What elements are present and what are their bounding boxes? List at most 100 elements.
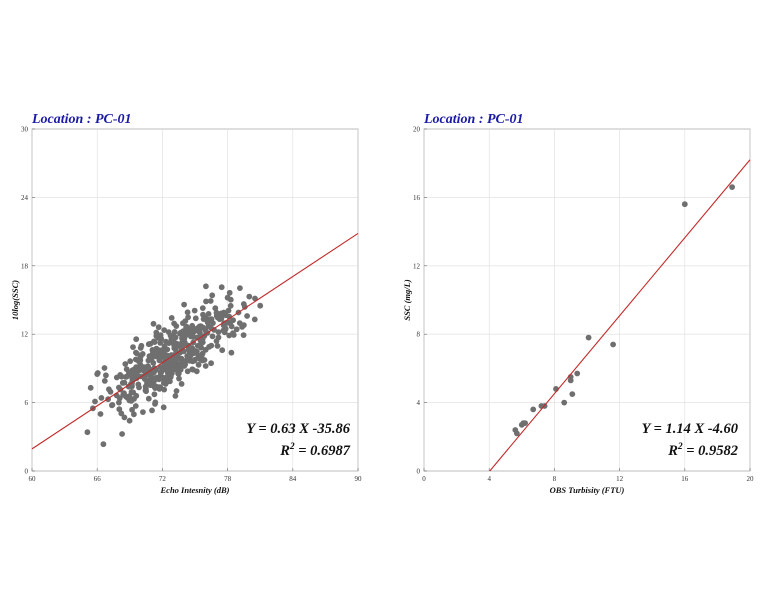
data-point [203,283,209,290]
data-point [233,326,240,333]
y-tick-label: 20 [413,126,421,134]
data-point [610,341,616,348]
chart-title: Location : PC-01 [31,112,132,127]
data-point [138,342,145,349]
data-point [155,324,162,331]
data-point [149,347,156,353]
r2-symbol: R [279,443,290,459]
data-point [178,343,185,350]
data-point [132,403,139,409]
data-point [150,320,157,327]
plot-frame [31,128,359,472]
data-point [199,305,206,311]
data-point [84,429,91,436]
data-point [585,334,592,341]
data-point [246,293,253,300]
data-point [569,391,576,397]
data-point [131,411,137,418]
data-point [173,323,180,329]
data-point [133,392,140,399]
y-tick-label: 12 [413,262,421,270]
gridlines [423,128,751,472]
x-tick-label: 20 [747,475,755,483]
data-point [106,386,112,393]
data-point [141,376,148,382]
data-point [197,356,204,363]
data-point [729,184,735,191]
data-point [119,431,125,437]
data-point [530,406,537,413]
data-point [197,335,204,342]
data-point [157,332,164,339]
data-point [122,361,129,367]
data-point [129,372,135,379]
data-point [92,398,98,405]
data-point [209,292,216,299]
data-point [113,374,120,381]
data-point [190,366,196,373]
data-point [129,406,136,413]
data-point [183,357,190,363]
data-point [109,402,116,408]
data-point [135,381,142,388]
data-point [172,393,179,399]
data-point [153,329,160,336]
x-tick-label: 4 [487,475,491,483]
data-point [681,201,688,208]
data-point [224,294,231,301]
data-point [164,370,171,376]
data-point [191,357,198,364]
chart-echo-intensity: Location : PC-01 60 66 72 78 84 900612182430 … [10,112,362,495]
data-point [140,409,146,415]
data-point [221,329,228,336]
data-point [149,407,155,414]
data-point [126,417,133,424]
y-tick-label: 24 [21,194,29,202]
chart-obs-turbidity: Location : PC-01 0 4 8 12 16 20 0 4 8 12 16 20 OBS … [402,112,754,495]
data-point [170,338,177,344]
data-point [574,370,581,377]
regression-line [31,232,359,450]
y-tick-label: 0 [25,468,29,476]
data-point [208,360,215,367]
data-point [218,310,225,317]
data-point [213,313,220,319]
data-point [208,342,215,349]
data-point [205,311,212,317]
data-point [145,395,152,402]
data-point [184,368,191,375]
data-point [228,349,235,356]
x-axis-label: OBS Turbisity (FTU) [550,485,625,495]
data-point [97,411,104,417]
data-points [84,283,264,448]
data-point [133,349,139,356]
data-point [175,370,182,377]
data-point [161,327,168,333]
data-point [136,358,143,365]
data-point [251,316,258,323]
y-tick-label: 30 [21,126,29,134]
data-point [175,364,182,371]
data-point [199,350,206,357]
y-tick-label: 6 [25,399,29,407]
y-tick-label: 16 [413,194,421,202]
data-point [160,379,167,386]
data-point [119,380,126,386]
data-point [202,363,209,369]
data-point [184,309,191,316]
y-axis-label: 10log(SSC) [10,280,20,320]
data-point [101,378,108,384]
data-point [202,314,209,321]
data-point [181,301,188,308]
data-point [121,414,128,421]
data-point [161,386,168,393]
data-point [257,302,264,309]
data-point [215,329,222,335]
data-point [173,388,180,394]
data-point [183,324,190,331]
data-point [237,285,243,291]
data-point [182,318,189,324]
data-point [123,393,129,400]
data-point [185,330,192,337]
data-point [157,340,164,346]
